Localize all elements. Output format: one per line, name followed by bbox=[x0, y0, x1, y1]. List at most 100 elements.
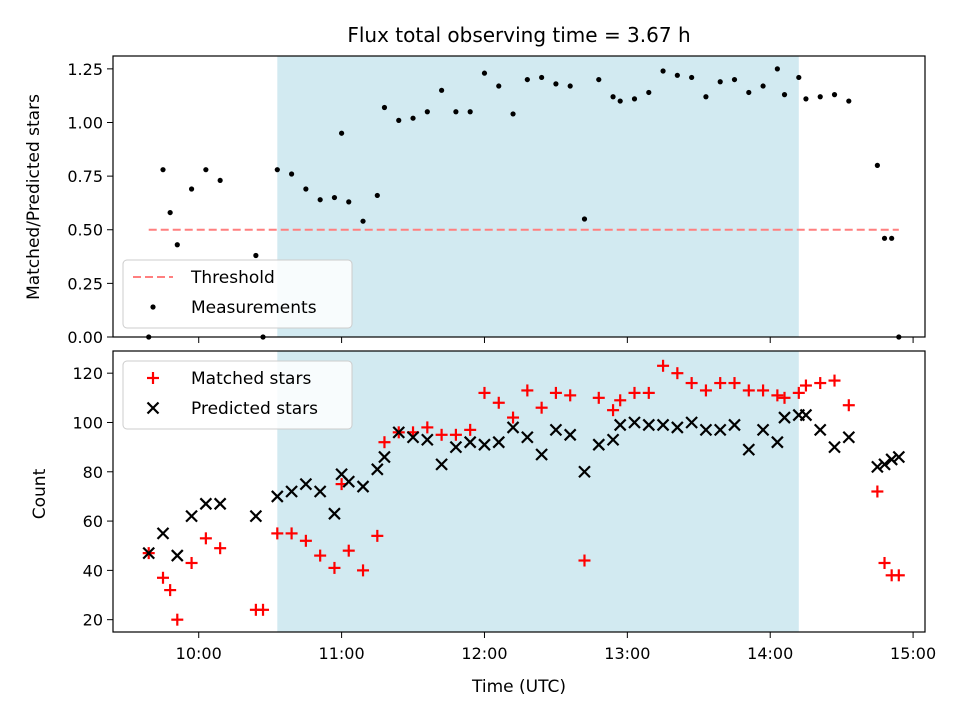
predicted-star-point-b bbox=[828, 440, 841, 454]
matched-star-point bbox=[828, 374, 841, 387]
predicted-star-point-b bbox=[356, 480, 370, 493]
measurement-point bbox=[274, 167, 280, 173]
matched-star-point bbox=[285, 527, 298, 540]
legend-label: Threshold bbox=[190, 268, 275, 288]
measurement-point bbox=[631, 96, 638, 102]
predicted-star-point-b bbox=[285, 485, 298, 498]
predicted-star-point-b bbox=[506, 421, 520, 434]
predicted-star-point bbox=[606, 433, 620, 447]
predicted-star-point bbox=[578, 465, 591, 479]
measurement-point bbox=[874, 162, 880, 168]
predicted-star-point-b bbox=[685, 416, 698, 429]
predicted-star-point-b bbox=[813, 423, 827, 437]
predicted-star-point-b bbox=[171, 549, 184, 562]
predicted-star-point bbox=[892, 450, 906, 464]
matched-star-point bbox=[871, 485, 884, 498]
predicted-star-point-b bbox=[535, 448, 548, 461]
matched-star-point bbox=[628, 386, 641, 399]
predicted-star-point-b bbox=[642, 418, 656, 432]
matched-star-point bbox=[714, 377, 727, 390]
predicted-star-point-b bbox=[435, 458, 448, 471]
measurement-point bbox=[481, 70, 488, 76]
matched-star-point bbox=[771, 389, 784, 402]
measurement-point bbox=[617, 98, 623, 104]
predicted-star-point-b bbox=[185, 509, 198, 523]
y-tick-label: 1.25 bbox=[67, 60, 103, 79]
measurement-point bbox=[610, 94, 616, 100]
legend-measurement-swatch bbox=[150, 304, 156, 310]
measurement-point bbox=[596, 76, 602, 83]
matched-star-point bbox=[792, 386, 805, 399]
measurement-point bbox=[167, 209, 173, 216]
predicted-star-point-b bbox=[199, 497, 213, 511]
measurement-point bbox=[889, 235, 895, 241]
predicted-star-point-b bbox=[671, 421, 684, 434]
predicted-star-point bbox=[463, 435, 477, 449]
predicted-star-point bbox=[406, 430, 420, 444]
matched-star-point bbox=[878, 556, 891, 569]
matched-star-point bbox=[171, 613, 184, 626]
matched-star-point bbox=[671, 367, 684, 380]
measurement-point bbox=[831, 92, 838, 98]
predicted-star-point-b bbox=[271, 490, 284, 503]
predicted-star-point bbox=[728, 418, 741, 432]
predicted-star-point bbox=[521, 430, 534, 444]
predicted-star-point bbox=[371, 463, 384, 476]
matched-star-point bbox=[435, 428, 448, 441]
matched-star-point bbox=[378, 436, 391, 449]
predicted-star-point-b bbox=[313, 485, 327, 498]
matched-star-point bbox=[371, 529, 384, 542]
legend-matched-swatch bbox=[147, 372, 159, 384]
axes-frame bbox=[112, 350, 926, 633]
predicted-star-point-b bbox=[142, 546, 155, 560]
shaded-interval bbox=[277, 351, 799, 632]
predicted-star-point-b bbox=[156, 527, 170, 540]
measurement-point bbox=[396, 117, 402, 123]
predicted-star-point bbox=[142, 546, 155, 560]
y-tick-label: 80 bbox=[83, 463, 103, 482]
measurement-point bbox=[203, 167, 209, 173]
predicted-star-point-b bbox=[742, 443, 756, 456]
predicted-star-point bbox=[392, 426, 406, 439]
measurement-point bbox=[731, 76, 738, 83]
predicted-star-point-b bbox=[756, 423, 770, 437]
predicted-star-point-b bbox=[563, 428, 577, 442]
predicted-star-point-b bbox=[699, 423, 713, 437]
measurement-point bbox=[524, 76, 530, 83]
predicted-star-point-b bbox=[592, 438, 606, 451]
predicted-star-point bbox=[535, 448, 548, 461]
legend: Threshold Measurements bbox=[122, 259, 353, 329]
measurement-point bbox=[646, 89, 652, 96]
predicted-star-point-b bbox=[213, 497, 227, 511]
matched-star-point bbox=[778, 391, 791, 404]
matched-star-point bbox=[257, 603, 270, 616]
matched-star-point bbox=[185, 556, 198, 569]
measurement-point bbox=[288, 171, 295, 177]
y-axis-label-count: Count bbox=[30, 468, 50, 519]
measurement-point bbox=[496, 83, 502, 89]
predicted-star-point-b bbox=[406, 430, 420, 444]
matched-star-point bbox=[564, 389, 577, 402]
matched-star-point bbox=[157, 571, 170, 584]
predicted-star-point-b bbox=[799, 408, 813, 422]
legend-label: Measurements bbox=[191, 298, 317, 318]
matched-star-point bbox=[685, 377, 698, 390]
matched-star-point bbox=[449, 428, 462, 441]
y-tick-label: 120 bbox=[72, 364, 103, 383]
legend-predicted-swatch-b bbox=[146, 401, 160, 415]
predicted-star-point bbox=[299, 477, 313, 491]
matched-star-point bbox=[578, 554, 591, 567]
predicted-star-point-b bbox=[521, 430, 534, 444]
measurement-point bbox=[467, 109, 473, 115]
series-group bbox=[142, 359, 906, 626]
y-tick-label: 0.25 bbox=[67, 274, 103, 293]
predicted-star-point bbox=[378, 450, 391, 464]
predicted-star-point-b bbox=[892, 450, 906, 464]
matched-star-point bbox=[757, 384, 770, 397]
predicted-star-point bbox=[563, 428, 577, 442]
x-tick-label: 13:00 bbox=[604, 644, 650, 663]
matched-star-point bbox=[642, 386, 655, 399]
measurement-point bbox=[217, 177, 223, 184]
x-tick-label: 14:00 bbox=[747, 644, 793, 663]
predicted-star-point-b bbox=[371, 463, 384, 476]
